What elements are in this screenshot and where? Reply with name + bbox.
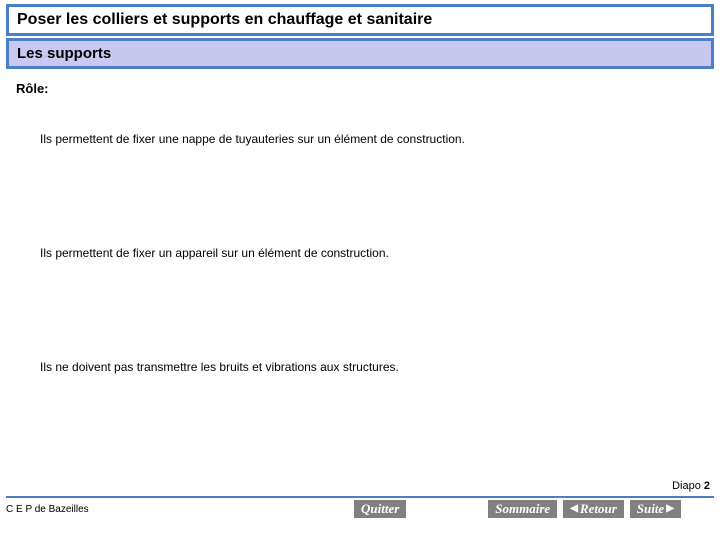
next-button-label: Suite [637,501,664,517]
credit-text: C E P de Bazeilles [6,504,346,515]
triangle-left-icon: ◀ [570,501,578,517]
summary-button-label: Sommaire [495,501,550,517]
diapo-number: 2 [704,480,710,492]
triangle-right-icon: ▶ [666,501,674,517]
footer: Diapo 2 C E P de Bazeilles Quitter Somma… [0,480,720,518]
quit-button[interactable]: Quitter [354,500,406,518]
subtitle-bar: Les supports [6,38,714,69]
role-label: Rôle: [16,81,704,96]
slide-counter: Diapo 2 [0,480,720,496]
title-bar: Poser les colliers et supports en chauff… [6,4,714,36]
nav-buttons: Quitter Sommaire ◀ Retour Suite ▶ [354,500,681,518]
paragraph-2: Ils permettent de fixer un appareil sur … [40,246,704,260]
back-button-label: Retour [580,501,617,517]
quit-button-label: Quitter [361,501,399,517]
paragraph-1: Ils permettent de fixer une nappe de tuy… [40,132,704,146]
content-area: Rôle: Ils permettent de fixer une nappe … [0,69,720,374]
bottom-row: C E P de Bazeilles Quitter Sommaire ◀ Re… [0,498,720,518]
paragraph-3: Ils ne doivent pas transmettre les bruit… [40,360,704,374]
diapo-label: Diapo [672,480,704,492]
page-title: Poser les colliers et supports en chauff… [17,11,703,29]
page-subtitle: Les supports [17,45,703,62]
next-button[interactable]: Suite ▶ [630,500,681,518]
back-button[interactable]: ◀ Retour [563,500,624,518]
summary-button[interactable]: Sommaire [488,500,557,518]
